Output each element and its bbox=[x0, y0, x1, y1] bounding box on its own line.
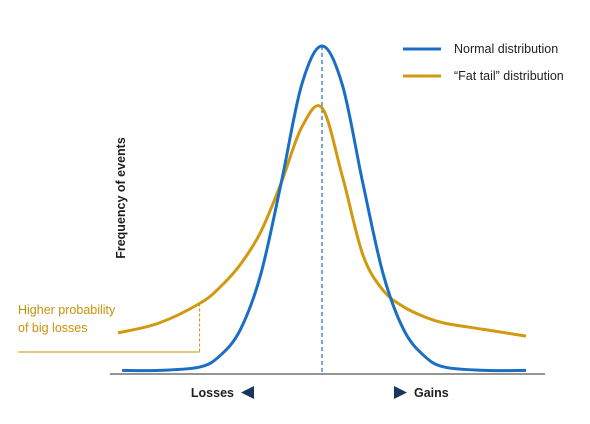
left-arrow-icon bbox=[241, 386, 254, 399]
x-axis-left-label: Losses bbox=[191, 386, 234, 400]
right-arrow-icon bbox=[394, 386, 407, 399]
legend: Normal distribution “Fat tail” distribut… bbox=[403, 42, 564, 83]
y-axis-label: Frequency of events bbox=[114, 137, 128, 259]
series-line-normal bbox=[122, 44, 527, 373]
legend-label-fat-tail: “Fat tail” distribution bbox=[454, 69, 564, 83]
series-line-fat-tail bbox=[117, 104, 527, 338]
annotation-text-line-2: of big losses bbox=[18, 321, 87, 335]
annotation-text-line-1: Higher probability bbox=[18, 303, 116, 317]
series-layer bbox=[117, 44, 527, 373]
legend-label-normal: Normal distribution bbox=[454, 42, 558, 56]
x-axis-right-label: Gains bbox=[414, 386, 449, 400]
